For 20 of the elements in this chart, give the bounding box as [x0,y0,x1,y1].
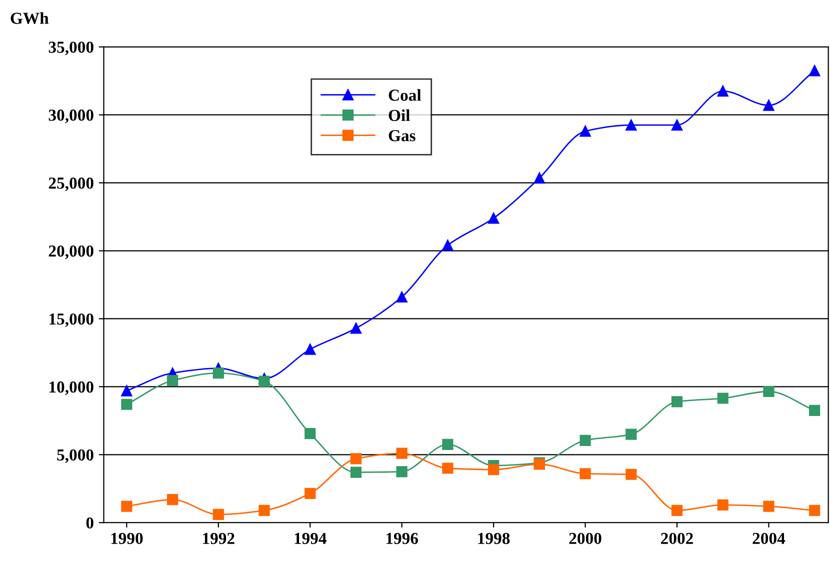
x-tick-label: 2004 [752,532,786,544]
x-tick-label: 1996 [386,532,418,544]
y-tick-label: 30,000 [48,110,94,124]
y-tick-label: 5,000 [57,449,94,464]
y-tick-label: 0 [86,517,94,529]
legend-label: Gas [388,130,416,142]
x-tick-label: 2002 [661,532,693,544]
y-tick-label: 25,000 [48,178,94,192]
y-tick-label: 20,000 [48,245,94,260]
y-axis-title: GWh [10,12,49,24]
x-tick-label: 1998 [478,532,510,544]
legend-label: Oil [388,109,410,122]
y-tick-label: 10,000 [50,381,94,396]
legend-label: Coal [388,89,422,101]
x-tick-label: 1992 [203,532,234,544]
x-tick-label: 1990 [111,532,143,544]
y-tick-label: 15,000 [50,313,94,328]
x-tick-label: 2000 [569,532,602,544]
y-tick-label: 35,000 [48,42,94,56]
x-tick-label: 1994 [294,532,326,544]
